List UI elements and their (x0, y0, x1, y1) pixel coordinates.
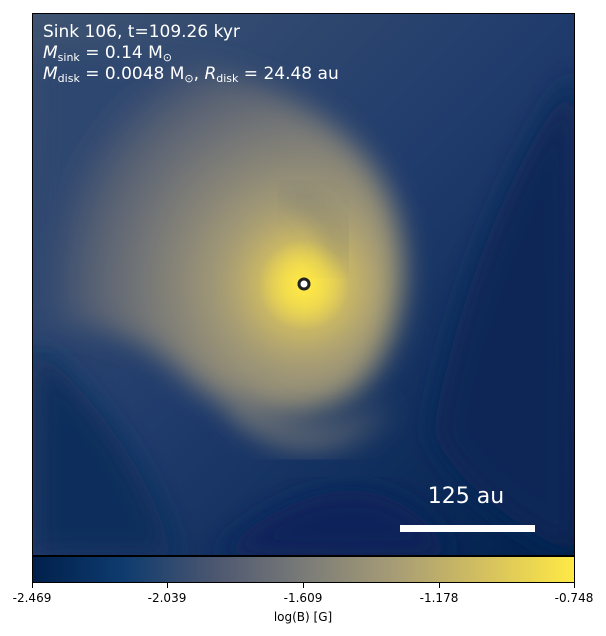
colorbar-tick-label: -2.039 (147, 591, 187, 605)
magnetic-field-map: Sink 106, t=109.26 kyr Msink = 0.14 M⊙ M… (32, 13, 575, 556)
colorbar-tick (439, 583, 440, 588)
sink-time-label: Sink 106, t=109.26 kyr (43, 22, 240, 42)
colorbar-tick-label: -0.748 (554, 591, 594, 605)
colorbar-tick-label: -2.469 (12, 591, 52, 605)
disk-properties-label: Mdisk = 0.0048 M⊙, Rdisk = 24.48 au (43, 64, 339, 85)
colorbar (32, 556, 575, 583)
scale-bar-label: 125 au (427, 484, 505, 509)
colorbar-tick (303, 583, 304, 588)
colorbar-label: log(B) [G] (273, 610, 333, 624)
colorbar-tick-label: -1.178 (419, 591, 459, 605)
colorbar-tick (574, 583, 575, 588)
colorbar-tick-label: -1.609 (283, 591, 323, 605)
colorbar-tick (167, 583, 168, 588)
sink-mass-label: Msink = 0.14 M⊙ (43, 43, 173, 64)
scale-bar (400, 525, 535, 532)
colorbar-tick (32, 583, 33, 588)
sink-marker (297, 277, 311, 291)
field-image (33, 14, 574, 555)
